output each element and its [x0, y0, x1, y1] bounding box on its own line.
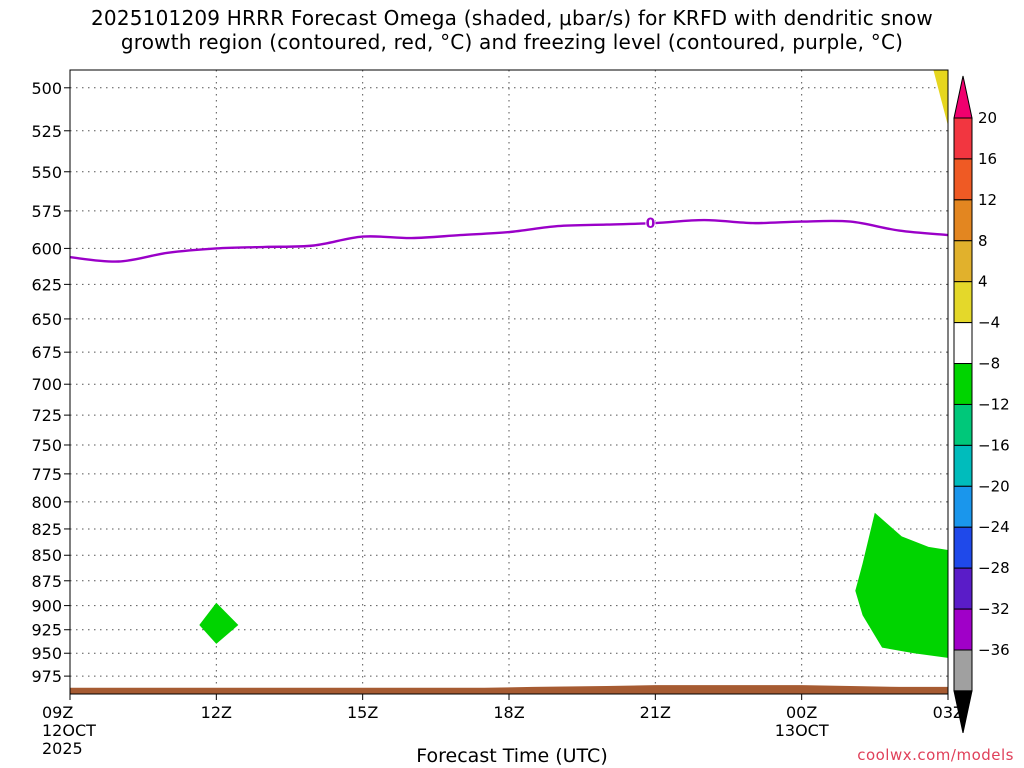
freezing-level-label: 0	[646, 216, 656, 232]
colorbar-label: 8	[978, 232, 988, 250]
colorbar-label: −4	[978, 314, 1000, 332]
omega-region-2	[855, 512, 948, 658]
colorbar-segment	[953, 281, 973, 324]
y-tick-label: 800	[31, 493, 62, 512]
omega-region-1	[199, 602, 239, 644]
y-tick-label: 500	[31, 79, 62, 98]
colorbar-segment	[953, 363, 973, 405]
omega-shading	[199, 70, 948, 658]
x-tick-sublabel: 13OCT	[775, 721, 829, 740]
colorbar-segment	[953, 526, 973, 569]
y-tick-label: 850	[31, 546, 62, 565]
y-tick-label: 625	[31, 275, 62, 294]
y-tick-label: 725	[31, 406, 62, 425]
y-tick-label: 600	[31, 239, 62, 258]
x-tick-sublabel: 12OCT	[42, 721, 96, 740]
colorbar: 20 16 12 8 4 −4 −8 −12 −16 −20 −24 −28 −32 −36	[953, 75, 1010, 734]
colorbar-top-cap	[953, 75, 973, 119]
colorbar-segment	[953, 649, 973, 692]
x-tick-label: 15Z	[347, 703, 378, 722]
y-tick-label: 775	[31, 465, 62, 484]
y-tick-label: 900	[31, 597, 62, 616]
y-tick-label: 575	[31, 202, 62, 221]
colorbar-segment	[953, 485, 973, 528]
colorbar-label: −20	[978, 477, 1010, 495]
colorbar-segment	[953, 608, 973, 651]
colorbar-label: 20	[978, 109, 997, 127]
colorbar-segment	[953, 322, 973, 365]
x-tick-label: 18Z	[493, 703, 524, 722]
chart-title-line2: growth region (contoured, red, °C) and f…	[120, 30, 904, 54]
y-tick-label: 825	[31, 520, 62, 539]
colorbar-label: 4	[978, 273, 988, 291]
terrain	[70, 685, 948, 694]
chart-title-line1: 2025101209 HRRR Forecast Omega (shaded, …	[90, 6, 933, 30]
x-tick-label: 12Z	[201, 703, 232, 722]
colorbar-segment	[953, 199, 973, 242]
x-tick-sublabel: 2025	[42, 739, 83, 758]
grid	[70, 70, 948, 694]
terrain-fill	[70, 685, 948, 694]
colorbar-segment	[953, 240, 973, 283]
colorbar-segment	[953, 403, 973, 446]
freezing-level-label-bg	[645, 215, 656, 232]
x-axis-label: Forecast Time (UTC)	[416, 745, 608, 767]
y-tick-label: 700	[31, 375, 62, 394]
colorbar-label: −32	[978, 600, 1010, 618]
colorbar-segment	[953, 444, 973, 487]
x-tick-label: 03Z	[933, 703, 964, 722]
colorbar-label: −12	[978, 395, 1010, 413]
y-tick-label: 925	[31, 621, 62, 640]
colorbar-segment	[953, 158, 973, 201]
colorbar-label: −8	[978, 355, 1000, 373]
colorbar-segment	[953, 567, 973, 610]
chart-title: 2025101209 HRRR Forecast Omega (shaded, …	[0, 6, 1024, 54]
colorbar-label: −24	[978, 518, 1010, 536]
y-tick-label: 675	[31, 343, 62, 362]
y-tick-label: 650	[31, 310, 62, 329]
y-tick-label: 875	[31, 572, 62, 591]
freezing-level: 0	[69, 215, 949, 263]
freezing-level-line	[69, 218, 949, 263]
y-tick-label: 550	[31, 163, 62, 182]
x-tick-label: 21Z	[640, 703, 671, 722]
colorbar-segment	[953, 117, 973, 160]
x-tick-label: 09Z	[42, 703, 73, 722]
colorbar-label: −36	[978, 641, 1010, 659]
colorbar-label: −16	[978, 436, 1010, 454]
colorbar-label: 16	[978, 150, 997, 168]
y-tick-label: 950	[31, 644, 62, 663]
colorbar-bottom-cap	[953, 690, 973, 734]
credit-link[interactable]: coolwx.com/models	[857, 746, 1014, 764]
colorbar-label: −28	[978, 559, 1010, 577]
y-axis-ticks: 500 525 550 575 600 625 650 675 700 725 750 775 800 8…	[31, 79, 70, 686]
omega-region-3	[933, 70, 948, 126]
y-tick-label: 750	[31, 436, 62, 455]
x-tick-label: 00Z	[786, 703, 817, 722]
y-tick-label: 975	[31, 667, 62, 686]
colorbar-label: 12	[978, 191, 997, 209]
y-tick-label: 525	[31, 122, 62, 141]
